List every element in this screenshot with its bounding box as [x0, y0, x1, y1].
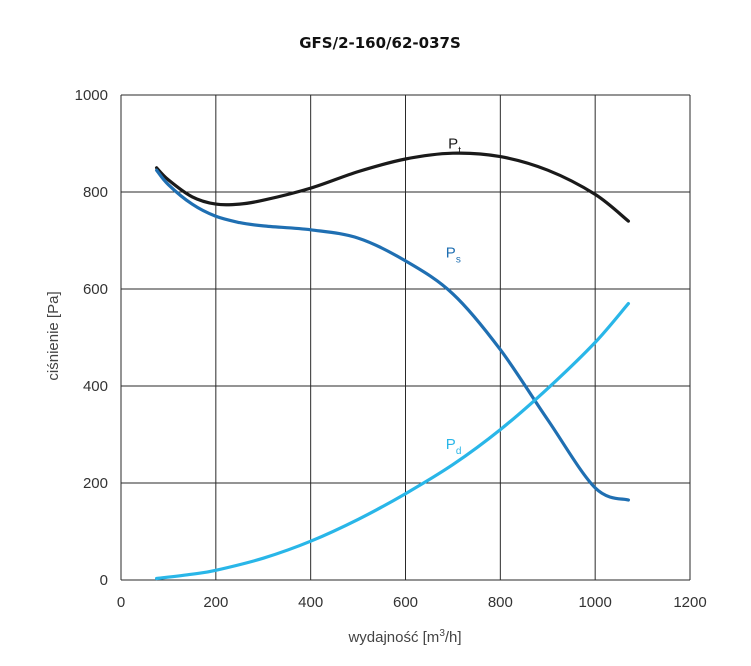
- series-label-Ps: Ps: [446, 244, 461, 265]
- x-tick-label: 0: [117, 594, 125, 611]
- y-tick-label: 0: [100, 572, 108, 589]
- x-tick-labels: 0 200 400 600 800 1000 1200: [117, 594, 707, 611]
- y-tick-label: 200: [83, 475, 108, 492]
- series-curves: [155, 151, 630, 581]
- grid: [120, 94, 691, 581]
- x-tick-label: 1200: [673, 594, 706, 611]
- series-line-Ps: [155, 168, 630, 502]
- chart-title: GFS/2-160/62-037S: [299, 34, 461, 52]
- x-axis-label: wydajność [m3/h]: [347, 628, 461, 646]
- x-tick-label: 1000: [578, 594, 611, 611]
- x-tick-label: 600: [393, 594, 418, 611]
- y-tick-label: 600: [83, 281, 108, 298]
- series-label-Pt: Pt: [448, 135, 461, 156]
- x-tick-label: 800: [488, 594, 513, 611]
- series-label-Pd: Pd: [446, 436, 462, 457]
- series-labels: Pt Ps Pd: [446, 135, 462, 457]
- y-tick-label: 400: [83, 378, 108, 395]
- series-line-Pd: [155, 302, 630, 581]
- y-tick-label: 800: [83, 184, 108, 201]
- x-tick-label: 200: [203, 594, 228, 611]
- y-tick-label: 1000: [75, 87, 108, 104]
- y-tick-labels: 0 200 400 600 800 1000: [75, 87, 108, 589]
- series-line-Pt: [155, 151, 630, 223]
- x-tick-label: 400: [298, 594, 323, 611]
- y-axis-label: ciśnienie [Pa]: [45, 291, 62, 380]
